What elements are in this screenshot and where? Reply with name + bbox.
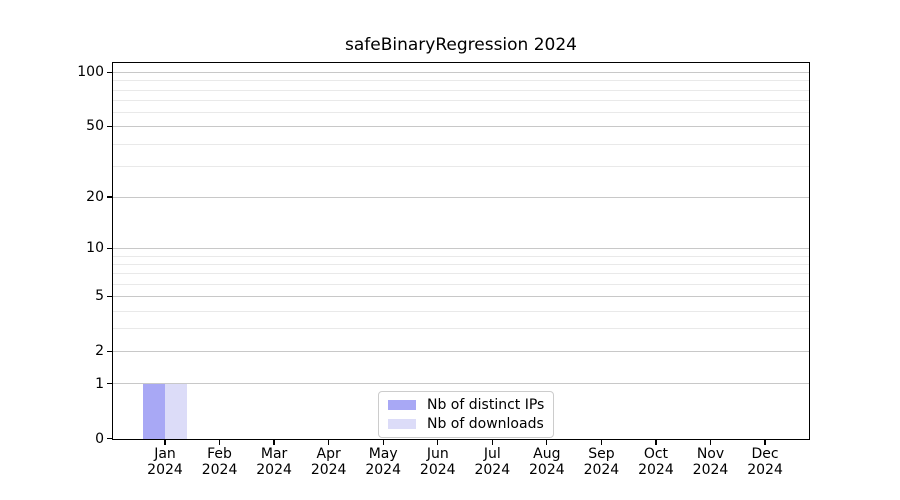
- y-tick-mark: [107, 247, 112, 249]
- x-tick-label-month: May: [368, 446, 398, 462]
- x-tick-label-month: Nov: [696, 446, 725, 462]
- x-tick-label-month: Sep: [588, 446, 615, 462]
- minor-gridline: [113, 273, 809, 275]
- x-tick-label-month: Apr: [316, 446, 341, 462]
- x-tick-label-year: 2024: [419, 462, 456, 478]
- minor-gridline: [113, 255, 809, 257]
- minor-gridline: [113, 112, 809, 114]
- x-tick-label: Jan 2024: [133, 446, 197, 478]
- y-tick-mark: [107, 196, 112, 198]
- x-tick-label: Apr 2024: [297, 446, 361, 478]
- x-tick-label: Jul 2024: [460, 446, 524, 478]
- x-tick-label: Jun 2024: [406, 446, 470, 478]
- x-tick-mark: [218, 440, 221, 445]
- legend-swatch-downloads: [388, 419, 416, 429]
- x-tick-label: Mar 2024: [242, 446, 306, 478]
- x-tick-label: Dec 2024: [733, 446, 797, 478]
- y-tick-label: 5: [95, 288, 104, 305]
- x-tick-label: Oct 2024: [624, 446, 688, 478]
- bar-downloads: [164, 383, 187, 439]
- x-tick-label-year: 2024: [529, 462, 565, 478]
- x-tick-label-year: 2024: [638, 462, 674, 478]
- plot-area: [112, 62, 810, 440]
- legend-label-distinct-ips: Nb of distinct IPs: [427, 397, 545, 413]
- y-tick-label: 0: [95, 430, 104, 447]
- y-tick-mark: [107, 71, 112, 73]
- x-tick-label-month: Oct: [643, 446, 669, 462]
- x-tick-label-month: Jan: [154, 446, 176, 462]
- x-tick-label: Sep 2024: [569, 446, 633, 478]
- x-tick-mark: [328, 440, 330, 445]
- y-tick-mark: [107, 350, 112, 353]
- minor-gridline: [113, 100, 809, 102]
- x-tick-label-year: 2024: [201, 462, 238, 478]
- major-gridline: [113, 383, 809, 385]
- x-tick-label-month: Mar: [260, 446, 288, 462]
- minor-gridline: [113, 80, 809, 82]
- x-tick-label-year: 2024: [147, 462, 183, 478]
- major-gridline: [113, 248, 809, 250]
- x-tick-label-year: 2024: [256, 462, 292, 478]
- x-tick-label-month: Aug: [533, 446, 561, 462]
- x-tick-mark: [273, 440, 275, 445]
- x-tick-label-month: Jun: [426, 446, 449, 462]
- y-tick-mark: [107, 383, 112, 385]
- x-tick-label-month: Dec: [751, 446, 779, 462]
- x-tick-label: Aug 2024: [515, 446, 579, 478]
- x-tick-mark: [709, 440, 712, 445]
- minor-gridline: [113, 283, 809, 285]
- legend-item-distinct-ips: Nb of distinct IPs: [388, 397, 544, 413]
- x-tick-label: Feb 2024: [188, 446, 252, 478]
- legend-label-downloads: Nb of downloads: [427, 416, 544, 432]
- x-tick-mark: [382, 440, 384, 445]
- x-tick-mark: [764, 440, 766, 445]
- x-tick-label-year: 2024: [583, 462, 620, 478]
- x-tick-label-year: 2024: [365, 462, 401, 478]
- x-tick-label-year: 2024: [474, 462, 511, 478]
- x-tick-label-year: 2024: [747, 462, 783, 478]
- x-tick-label-month: Feb: [207, 446, 232, 462]
- y-tick-mark: [107, 295, 112, 298]
- x-tick-mark: [600, 440, 603, 445]
- major-gridline: [113, 296, 809, 298]
- y-tick-mark: [107, 438, 112, 440]
- legend: Nb of distinct IPs Nb of downloads: [378, 391, 555, 438]
- major-gridline: [113, 351, 809, 353]
- x-tick-mark: [546, 440, 548, 445]
- legend-swatch-distinct-ips: [388, 400, 416, 410]
- x-tick-label: Nov 2024: [679, 446, 743, 478]
- x-tick-mark: [437, 440, 439, 445]
- legend-item-downloads: Nb of downloads: [388, 416, 544, 432]
- y-tick-label: 100: [77, 64, 104, 81]
- x-tick-label: May 2024: [351, 446, 415, 478]
- major-gridline: [113, 126, 809, 128]
- minor-gridline: [113, 310, 809, 312]
- minor-gridline: [113, 89, 809, 91]
- y-tick-label: 20: [86, 188, 104, 205]
- y-tick-label: 2: [95, 343, 104, 360]
- x-tick-mark: [655, 440, 657, 445]
- minor-gridline: [113, 165, 809, 167]
- x-tick-label-year: 2024: [692, 462, 729, 478]
- x-tick-mark: [491, 440, 493, 445]
- major-gridline: [113, 196, 809, 198]
- y-tick-label: 10: [86, 240, 104, 257]
- x-tick-label-month: Jul: [483, 446, 501, 462]
- minor-gridline: [113, 264, 809, 266]
- major-gridline: [113, 72, 809, 74]
- x-tick-label-year: 2024: [310, 462, 347, 478]
- bar-distinct-ips: [142, 383, 165, 439]
- minor-gridline: [113, 328, 809, 330]
- chart-title: safeBinaryRegression 2024: [345, 35, 577, 55]
- y-tick-mark: [107, 125, 112, 128]
- y-tick-label: 1: [95, 375, 104, 392]
- x-tick-mark: [164, 440, 166, 445]
- minor-gridline: [113, 143, 809, 145]
- y-tick-label: 50: [86, 118, 104, 135]
